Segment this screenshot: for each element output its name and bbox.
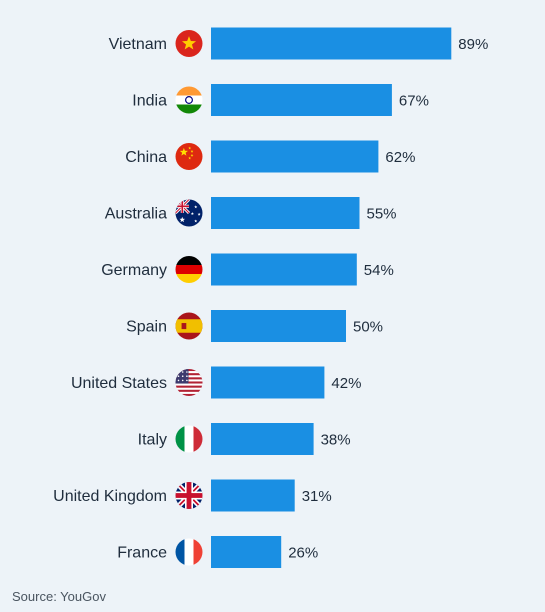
category-label: United States xyxy=(71,375,167,392)
category-label: Germany xyxy=(101,262,167,279)
value-label: 50% xyxy=(353,319,383,336)
bar xyxy=(211,197,360,229)
flag-united-kingdom-icon xyxy=(175,482,203,509)
category-label: Australia xyxy=(105,206,167,223)
source-note: Source: YouGov xyxy=(12,589,106,604)
flag-spain-icon xyxy=(175,312,203,340)
bar xyxy=(211,27,452,60)
value-label: 89% xyxy=(458,36,488,53)
category-label: France xyxy=(117,545,167,562)
value-label: 62% xyxy=(385,149,415,166)
flag-australia-icon xyxy=(175,199,203,227)
bar xyxy=(211,366,325,399)
value-label: 54% xyxy=(364,262,394,279)
bar xyxy=(211,479,295,512)
flag-vietnam-icon xyxy=(175,30,203,57)
bar xyxy=(211,310,346,342)
flag-united-states-icon xyxy=(175,369,203,396)
bar-chart: Vietnam 89% India 67% China 62% Australia 55% Ge… xyxy=(53,27,488,568)
bar xyxy=(211,536,282,568)
flag-india-icon xyxy=(175,86,203,114)
bar xyxy=(211,423,314,455)
value-label: 42% xyxy=(331,375,361,392)
flag-china-icon xyxy=(175,143,203,170)
bar xyxy=(211,253,357,286)
flag-germany-icon xyxy=(175,256,203,283)
value-label: 26% xyxy=(288,545,318,562)
value-label: 38% xyxy=(321,432,351,449)
category-label: China xyxy=(125,149,167,166)
category-label: Vietnam xyxy=(109,36,167,53)
category-label: Italy xyxy=(138,432,167,449)
category-label: Spain xyxy=(126,319,167,336)
bar xyxy=(211,140,379,173)
bar xyxy=(211,84,392,116)
value-label: 67% xyxy=(399,93,429,110)
flag-italy-icon xyxy=(175,425,203,453)
value-label: 55% xyxy=(367,206,397,223)
flag-france-icon xyxy=(175,538,203,566)
category-label: India xyxy=(132,93,167,110)
value-label: 31% xyxy=(302,488,332,505)
category-label: United Kingdom xyxy=(53,488,167,505)
